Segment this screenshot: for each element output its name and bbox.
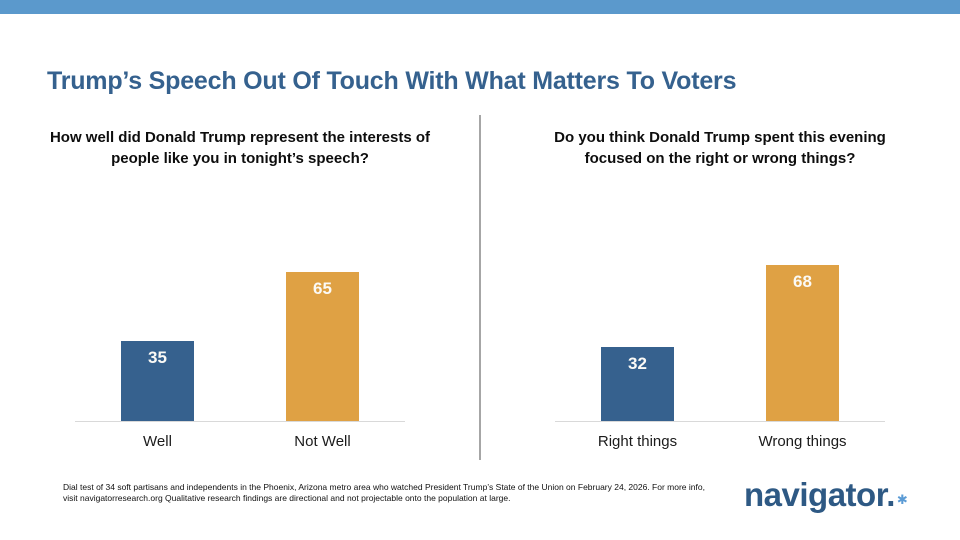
category-label: Well xyxy=(143,433,172,450)
bar-value-label: 65 xyxy=(313,278,332,298)
bar-well: 35 xyxy=(121,340,194,421)
bar-value-label: 35 xyxy=(148,347,167,367)
navigator-logo-text: navigator. xyxy=(744,476,895,513)
bar-chart-left: 35 Well 65 Not Well xyxy=(75,251,405,450)
bar-chart-right: 32 Right things 68 Wrong things xyxy=(555,251,885,450)
chart-question-right: Do you think Donald Trump spent this eve… xyxy=(510,127,930,169)
vertical-divider xyxy=(479,115,481,460)
question-line: focused on the right or wrong things? xyxy=(584,150,856,167)
category-label: Wrong things xyxy=(758,433,847,450)
page-title: Trump’s Speech Out Of Touch With What Ma… xyxy=(47,66,737,95)
methodology-note: Dial test of 34 soft partisans and indep… xyxy=(63,482,705,504)
question-line: How well did Donald Trump represent the … xyxy=(49,129,431,146)
category-label: Not Well xyxy=(294,433,351,450)
bar-not-well: 65 xyxy=(286,271,359,421)
chart-question-left: How well did Donald Trump represent the … xyxy=(30,127,450,169)
category-label: Right things xyxy=(597,433,678,450)
asterisk-icon: ✱ xyxy=(896,492,908,507)
bar-right-things: 32 xyxy=(601,347,674,421)
question-line: people like you in tonight’s speech? xyxy=(111,150,369,167)
bar-value-label: 68 xyxy=(793,271,812,291)
navigator-logo: navigator. ✱ xyxy=(744,476,908,514)
question-line: Do you think Donald Trump spent this eve… xyxy=(554,129,886,146)
top-accent-stripe xyxy=(0,0,960,14)
bar-value-label: 32 xyxy=(628,354,647,374)
bar-wrong-things: 68 xyxy=(766,264,839,421)
